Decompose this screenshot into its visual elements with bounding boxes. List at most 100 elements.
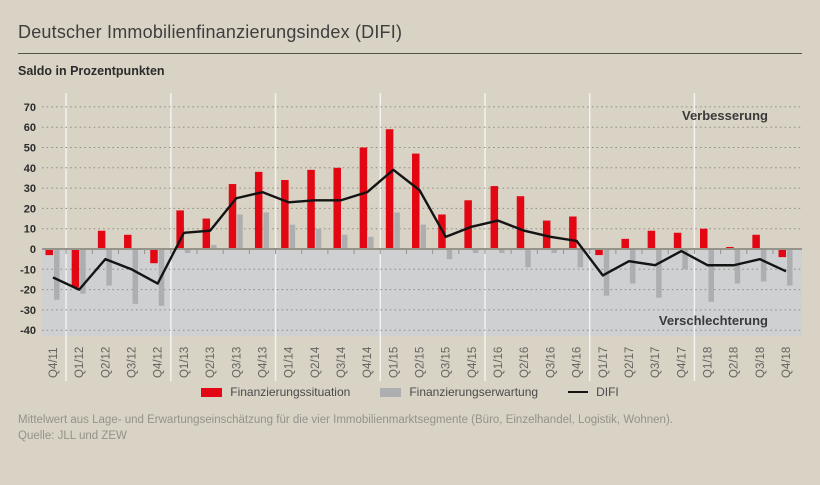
page-title: Deutscher Immobilienfinanzierungsindex (… (18, 22, 403, 42)
difi-chart: 70 60 50 40 30 20 10 0 -10 -20 -30 -40 Q4/11 Q1/12 Q2/… (20, 93, 802, 381)
bar-expectation-Q2/12 (106, 249, 112, 286)
x-tick-label: Q2/17 (624, 347, 636, 378)
x-tick-label: Q1/18 (703, 347, 715, 378)
y-tick-label: 30 (24, 183, 36, 195)
bar-situation-Q2/13 (202, 218, 211, 249)
x-tick-label: Q3/14 (336, 346, 348, 378)
x-tick-label: Q1/14 (284, 346, 296, 378)
title-divider (18, 53, 802, 54)
x-tick-label: Q4/18 (781, 347, 793, 378)
x-tick-label: Q2/15 (415, 347, 427, 378)
x-tick-label: Q1/13 (179, 347, 191, 378)
bar-situation-Q1/14 (281, 179, 289, 249)
bar-expectation-Q2/17 (629, 249, 636, 284)
line-swatch-icon (568, 390, 589, 394)
legend-item-finanzierungserwartung: Finanzierungserwartung (380, 385, 538, 399)
legend-item-finanzierungssituation: Finanzierungssituation (201, 385, 350, 399)
bar-expectation-Q3/12 (132, 249, 139, 304)
legend-item-difi: DIFI (568, 385, 619, 399)
bar-expectation-Q1/18 (708, 249, 714, 302)
x-tick-label: Q3/15 (441, 347, 453, 378)
bar-situation-Q1/12 (71, 249, 80, 288)
y-tick-label: 60 (24, 122, 36, 134)
x-tick-label: Q4/12 (153, 347, 165, 378)
x-tick-label: Q3/13 (231, 347, 243, 378)
bar-expectation-Q4/17 (682, 249, 688, 270)
bar-situation-Q2/17 (621, 238, 629, 249)
bar-expectation-Q4/16 (577, 249, 584, 268)
bar-expectation-Q3/15 (446, 249, 453, 260)
bar-situation-Q4/13 (254, 171, 263, 249)
bar-expectation-Q4/18 (787, 249, 793, 286)
x-tick-label: Q1/17 (598, 347, 610, 378)
bar-situation-Q1/17 (595, 249, 603, 256)
bar-situation-Q2/15 (412, 153, 420, 249)
x-tick-label: Q4/15 (467, 347, 479, 378)
red-bar-swatch-icon (201, 387, 223, 397)
y-tick-label: 10 (24, 224, 36, 236)
bar-expectation-Q2/14 (315, 228, 322, 249)
bar-expectation-Q4/11 (54, 249, 60, 300)
bar-expectation-Q1/14 (289, 224, 296, 249)
y-tick-label: 70 (24, 102, 36, 114)
gray-bar-swatch-icon (380, 387, 402, 397)
bar-expectation-Q4/13 (263, 212, 269, 249)
legend-label: Finanzierungssituation (230, 385, 351, 399)
bar-expectation-Q1/15 (394, 212, 400, 249)
chart-source: Quelle: JLL und ZEW (18, 430, 127, 442)
bar-expectation-Q2/15 (420, 224, 427, 249)
x-tick-label: Q1/12 (74, 347, 86, 378)
bar-situation-Q4/18 (778, 249, 787, 258)
legend-label: DIFI (596, 385, 619, 399)
bar-expectation-Q2/13 (211, 244, 217, 249)
x-tick-label: Q2/16 (519, 347, 531, 378)
legend-label: Finanzierungserwartung (409, 385, 539, 399)
bar-expectation-Q2/18 (734, 249, 741, 284)
bar-expectation-Q4/15 (472, 249, 479, 254)
bar-expectation-Q3/16 (551, 249, 557, 254)
bar-expectation-Q1/13 (184, 249, 191, 254)
difi-line (52, 168, 787, 291)
x-tick-label: Q2/13 (205, 347, 217, 378)
y-tick-label: 40 (24, 163, 36, 175)
bar-situation-Q3/18 (752, 234, 760, 249)
bar-situation-Q1/13 (176, 210, 184, 249)
bar-situation-Q4/12 (150, 249, 158, 264)
x-tick-label: Q3/18 (755, 347, 767, 378)
y-tick-label: -40 (20, 325, 36, 337)
y-tick-label: 0 (30, 244, 36, 256)
bar-situation-Q3/17 (647, 230, 656, 249)
bar-situation-Q4/15 (464, 200, 472, 249)
x-tick-label: Q3/17 (650, 347, 662, 378)
bar-expectation-Q3/17 (656, 249, 662, 298)
bar-expectation-Q3/18 (760, 249, 767, 282)
x-tick-label: Q4/17 (676, 347, 688, 378)
x-tick-label: Q2/18 (729, 347, 741, 378)
chart-legend: Finanzierungssituation Finanzierungserwa… (0, 384, 820, 400)
x-tick-label: Q4/14 (362, 346, 374, 378)
y-tick-label: 20 (24, 203, 36, 215)
bar-situation-Q2/14 (307, 169, 315, 249)
bar-situation-Q1/16 (490, 186, 499, 249)
bar-situation-Q3/13 (228, 184, 237, 249)
y-tick-label: -20 (20, 285, 36, 297)
x-tick-label: Q4/13 (257, 347, 269, 378)
bar-situation-Q4/17 (673, 232, 682, 249)
bar-expectation-Q1/12 (80, 249, 86, 294)
annotation-verbesserung: Verbesserung (682, 108, 768, 123)
annotation-verschlechterung: Verschlechterung (659, 313, 768, 328)
x-tick-label: Q1/15 (388, 347, 400, 378)
x-tick-label: Q1/16 (493, 347, 505, 378)
bar-expectation-Q2/16 (525, 249, 531, 268)
bar-expectation-Q3/13 (237, 214, 243, 249)
bar-expectation-Q1/16 (499, 249, 505, 254)
x-tick-label: Q2/14 (310, 346, 322, 378)
bar-situation-Q3/14 (333, 167, 341, 249)
bar-situation-Q3/12 (124, 234, 132, 249)
bar-situation-Q4/11 (45, 249, 53, 256)
bar-expectation-Q3/14 (341, 234, 348, 249)
bar-situation-Q4/16 (569, 216, 577, 249)
bar-expectation-Q4/14 (368, 236, 374, 249)
x-tick-label: Q2/12 (100, 347, 112, 378)
bar-situation-Q4/14 (359, 147, 368, 249)
